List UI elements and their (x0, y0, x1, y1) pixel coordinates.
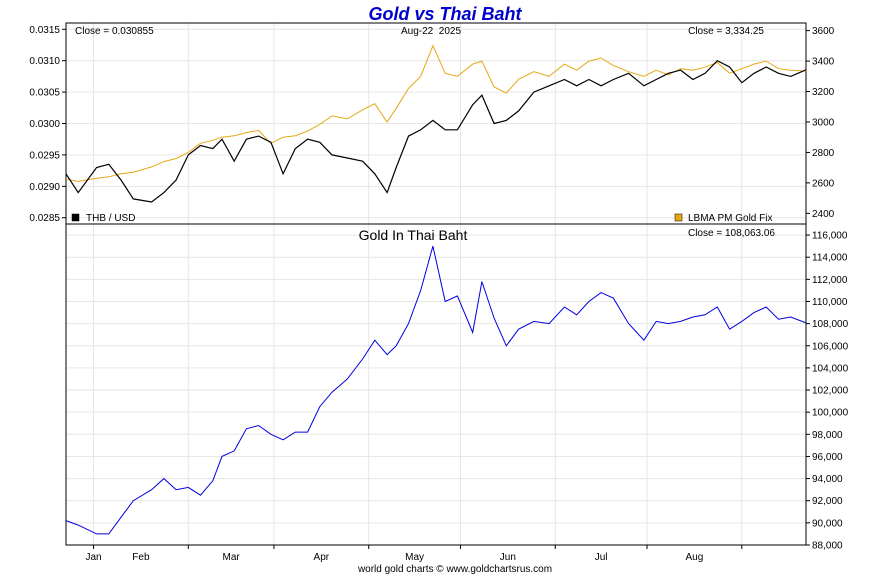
legend-label-thb-usd: THB / USD (86, 213, 135, 224)
bottom-right-tick-label: 96,000 (812, 452, 843, 463)
x-axis-month-label: Aug (685, 552, 703, 563)
bottom-right-tick-label: 90,000 (812, 518, 843, 529)
bottom-right-tick-label: 106,000 (812, 341, 849, 352)
bottom-panel-title: Gold In Thai Baht (359, 227, 468, 243)
x-axis: Jan Feb Mar Apr May Jun Jul Aug (85, 545, 743, 563)
top-left-tick-label: 0.0310 (29, 56, 60, 67)
series-line-gold-fix (65, 44, 807, 182)
top-right-tick-label: 3400 (812, 57, 835, 68)
bottom-right-y-axis: 88,000 90,000 92,000 94,000 96,000 98,000 100,… (806, 231, 849, 552)
x-axis-month-label: Apr (314, 552, 330, 563)
top-left-tick-label: 0.0305 (29, 88, 60, 99)
top-right-tick-label: 3200 (812, 87, 835, 98)
top-right-tick-label: 2600 (812, 178, 835, 189)
bottom-close-right: Close = 108,063.06 (688, 228, 775, 239)
bottom-panel-frame (65, 223, 807, 546)
top-right-tick-label: 2800 (812, 148, 835, 159)
x-axis-month-label: Jun (500, 552, 516, 563)
legend-swatch-gold-fix (674, 213, 683, 222)
legend-swatch-thb-usd (71, 213, 80, 222)
bottom-right-tick-label: 108,000 (812, 319, 849, 330)
x-axis-month-label: May (405, 552, 424, 563)
bottom-right-tick-label: 94,000 (812, 474, 843, 485)
x-axis-month-label: Jan (85, 552, 101, 563)
bottom-right-tick-label: 110,000 (812, 297, 848, 308)
series-line-thb-usd (65, 59, 807, 203)
bottom-right-tick-label: 104,000 (812, 363, 849, 374)
top-date-label: Aug-22 2025 (401, 26, 461, 37)
top-left-y-axis: 0.0285 0.0290 0.0295 0.0300 0.0305 0.0310 0.03… (29, 25, 66, 224)
x-axis-month-label: Jul (595, 552, 608, 563)
bottom-gridlines (66, 234, 806, 546)
top-right-tick-label: 2400 (812, 209, 835, 220)
top-x-gridlines (93, 23, 743, 224)
bottom-panel: 88,000 90,000 92,000 94,000 96,000 98,000 100,… (65, 223, 849, 552)
footer-credit: world gold charts © www.goldchartsrus.co… (357, 564, 552, 575)
x-axis-month-label: Mar (223, 552, 241, 563)
x-axis-month-label: Feb (132, 552, 150, 563)
top-panel: 0.0285 0.0290 0.0295 0.0300 0.0305 0.0310 0.03… (29, 22, 835, 225)
bottom-right-tick-label: 114,000 (812, 253, 848, 264)
top-left-tick-label: 0.0295 (29, 150, 60, 161)
top-left-tick-label: 0.0315 (29, 25, 60, 36)
top-right-tick-label: 3000 (812, 117, 835, 128)
top-left-tick-label: 0.0290 (29, 182, 60, 193)
bottom-right-tick-label: 92,000 (812, 496, 843, 507)
top-left-tick-label: 0.0285 (29, 213, 60, 224)
series-line-gold-thb (65, 245, 807, 535)
legend-label-gold-fix: LBMA PM Gold Fix (688, 213, 772, 224)
bottom-right-tick-label: 112,000 (812, 275, 848, 286)
bottom-right-tick-label: 116,000 (812, 231, 848, 242)
bottom-right-tick-label: 88,000 (812, 541, 843, 552)
top-close-left: Close = 0.030855 (75, 26, 154, 37)
top-gridlines (66, 28, 806, 219)
bottom-right-tick-label: 100,000 (812, 408, 849, 419)
top-right-y-axis: 2400 2600 2800 3000 3200 3400 3600 (806, 26, 835, 220)
top-left-tick-label: 0.0300 (29, 119, 60, 130)
bottom-right-tick-label: 98,000 (812, 430, 843, 441)
bottom-x-gridlines (93, 224, 743, 545)
top-close-right: Close = 3,334.25 (688, 26, 764, 37)
top-right-tick-label: 3600 (812, 26, 835, 37)
chart-title: Gold vs Thai Baht (368, 4, 522, 24)
bottom-right-tick-label: 102,000 (812, 386, 849, 397)
